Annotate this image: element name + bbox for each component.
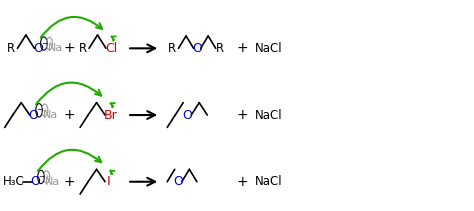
FancyArrowPatch shape [41,17,102,38]
FancyArrowPatch shape [38,150,101,171]
Text: +: + [64,108,75,122]
Text: +: + [64,175,75,189]
Text: R: R [168,42,176,55]
Text: R: R [7,42,15,55]
Text: −: − [38,174,44,180]
Text: +: + [44,174,49,180]
Text: O: O [173,175,183,188]
Text: O: O [30,175,40,188]
Text: H₃C: H₃C [3,175,25,188]
FancyArrowPatch shape [110,103,115,107]
Text: +: + [237,175,248,189]
Text: +: + [42,108,47,113]
Text: O: O [33,42,43,55]
FancyArrowPatch shape [110,170,115,174]
Text: I: I [107,175,111,188]
Text: +: + [237,108,248,122]
Text: −: − [41,41,47,47]
Text: Na: Na [45,177,60,187]
Text: +: + [47,41,52,46]
Text: Na: Na [47,43,63,53]
Text: O: O [182,108,192,122]
Text: NaCl: NaCl [255,108,283,122]
Text: O: O [28,108,38,122]
FancyArrowPatch shape [111,36,116,41]
Text: +: + [64,41,75,55]
Text: R: R [78,42,86,55]
Text: NaCl: NaCl [255,42,283,55]
Text: Cl: Cl [105,42,117,55]
Text: +: + [237,41,248,55]
Text: Br: Br [103,108,117,122]
Text: NaCl: NaCl [255,175,283,188]
Text: O: O [192,42,202,55]
FancyArrowPatch shape [36,83,101,104]
Text: Na: Na [43,110,58,120]
Text: R: R [216,42,224,55]
Text: −: − [36,107,42,113]
